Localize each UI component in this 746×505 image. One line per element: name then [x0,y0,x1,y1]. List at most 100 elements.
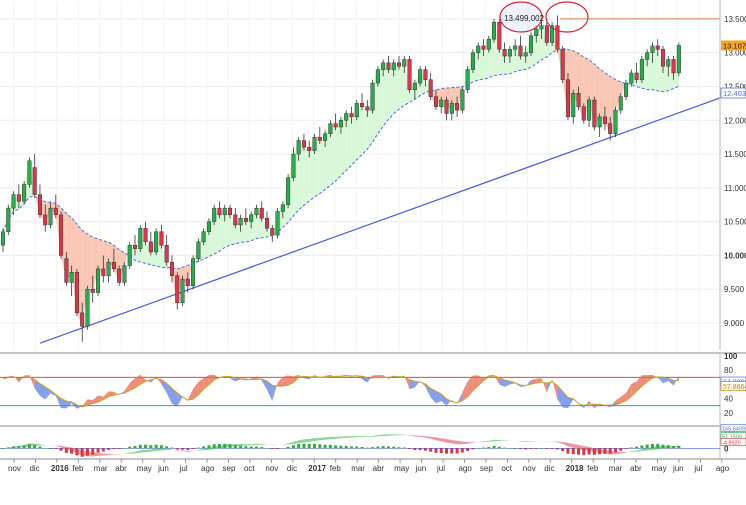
candle [86,286,90,330]
candle-body [323,134,327,141]
macd-histogram-bar [361,447,364,448]
macd-histogram-bar [176,448,179,449]
macd-fill [183,450,188,451]
macd-histogram-bar [329,445,332,448]
candle [75,269,79,316]
macd-fill [494,440,499,442]
macd-fill [383,434,388,436]
time-tick-label: nov [523,464,536,473]
time-tick-label: may [137,464,152,473]
candle-body [545,26,549,43]
candle-body [59,215,63,256]
osc-tag-text: 57.8664 [723,384,746,391]
candle-body [402,59,406,66]
macd-histogram-bar [461,448,464,452]
candle-body [86,289,90,326]
macd-histogram-bar [250,447,253,449]
macd-histogram-bar [498,447,501,449]
macd-fill [172,450,177,451]
ma-fill-segment [394,63,399,114]
candle [408,56,412,93]
macd-fill [557,442,562,444]
macd-fill [399,434,404,435]
macd-histogram-bar [49,448,52,449]
candle [471,49,475,73]
ma-fill-segment [320,134,325,194]
candle-body [223,208,227,215]
macd-histogram-bar [598,448,601,454]
candle [160,225,164,249]
macd-histogram-bar [524,448,527,449]
candle [123,262,127,286]
ma-fill-segment [87,234,92,293]
macd-fill [410,435,415,436]
time-tick-label: mar [609,464,623,473]
candle-body [418,70,422,84]
macd-fill [346,436,351,438]
macd-histogram-bar [276,448,279,449]
candle-body [144,228,148,242]
time-tick-label: jul [436,464,445,473]
candle-body [471,53,475,70]
candle-body [666,59,670,66]
macd-histogram-bar [144,445,147,449]
candle-body [107,262,111,276]
macd-fill [98,453,103,456]
macd-fill [336,436,341,438]
macd-histogram-bar [382,446,385,448]
candle-body [656,46,660,49]
macd-histogram-bar [234,445,237,448]
candle-body [439,100,443,107]
macd-histogram-bar [308,444,311,448]
last-price-tag: 13.107 [721,40,746,50]
time-tick-label: 2017 [308,464,326,473]
macd-fill [478,441,483,442]
time-tick-label: 2018 [566,464,584,473]
candle-body [492,22,496,39]
macd-tag-text: 165.6409 [722,426,745,432]
candle-body [297,141,301,155]
candle-body [207,222,211,232]
osc-signal-line [3,376,679,407]
osc-fill [478,375,483,385]
macd-fill [167,449,172,450]
macd-histogram-bar [75,448,78,455]
price-tick-label: 9.000 [724,319,745,328]
macd-histogram-bar [218,444,221,448]
time-tick-label: nov [8,464,21,473]
candle-body [429,80,433,97]
candle-body [503,49,507,56]
macd-fill [193,450,198,451]
candle-body [292,154,296,178]
macd-fill [457,441,462,444]
macd-fill [357,436,362,437]
candle-body [270,228,274,235]
time-tick-label: jun [157,464,169,473]
candle-body [112,262,116,269]
candle [556,16,560,53]
macd-fill [119,454,124,455]
time-tick-label: abr [115,464,127,473]
candle [197,239,201,263]
candle [154,228,158,255]
macd-fill [304,439,309,443]
candle-body [133,245,137,248]
time-tick-label: oct [501,464,512,473]
macd-histogram-bar [672,446,675,448]
candle-body [149,242,153,252]
macd-histogram-bar [302,444,305,449]
candle-body [371,83,375,110]
macd-histogram-bar [7,447,10,448]
macd-histogram-bar [313,444,316,448]
macd-histogram-bar [223,444,226,449]
macd-fill [499,440,504,441]
price-axis[interactable]: 13.50013.00012.50012.00011.50011.00010.5… [720,0,746,350]
candle-body [212,208,216,222]
time-tick-label: jul [179,464,188,473]
macd-fill [526,441,531,442]
macd-fill [468,442,473,444]
candle-body [640,59,644,79]
